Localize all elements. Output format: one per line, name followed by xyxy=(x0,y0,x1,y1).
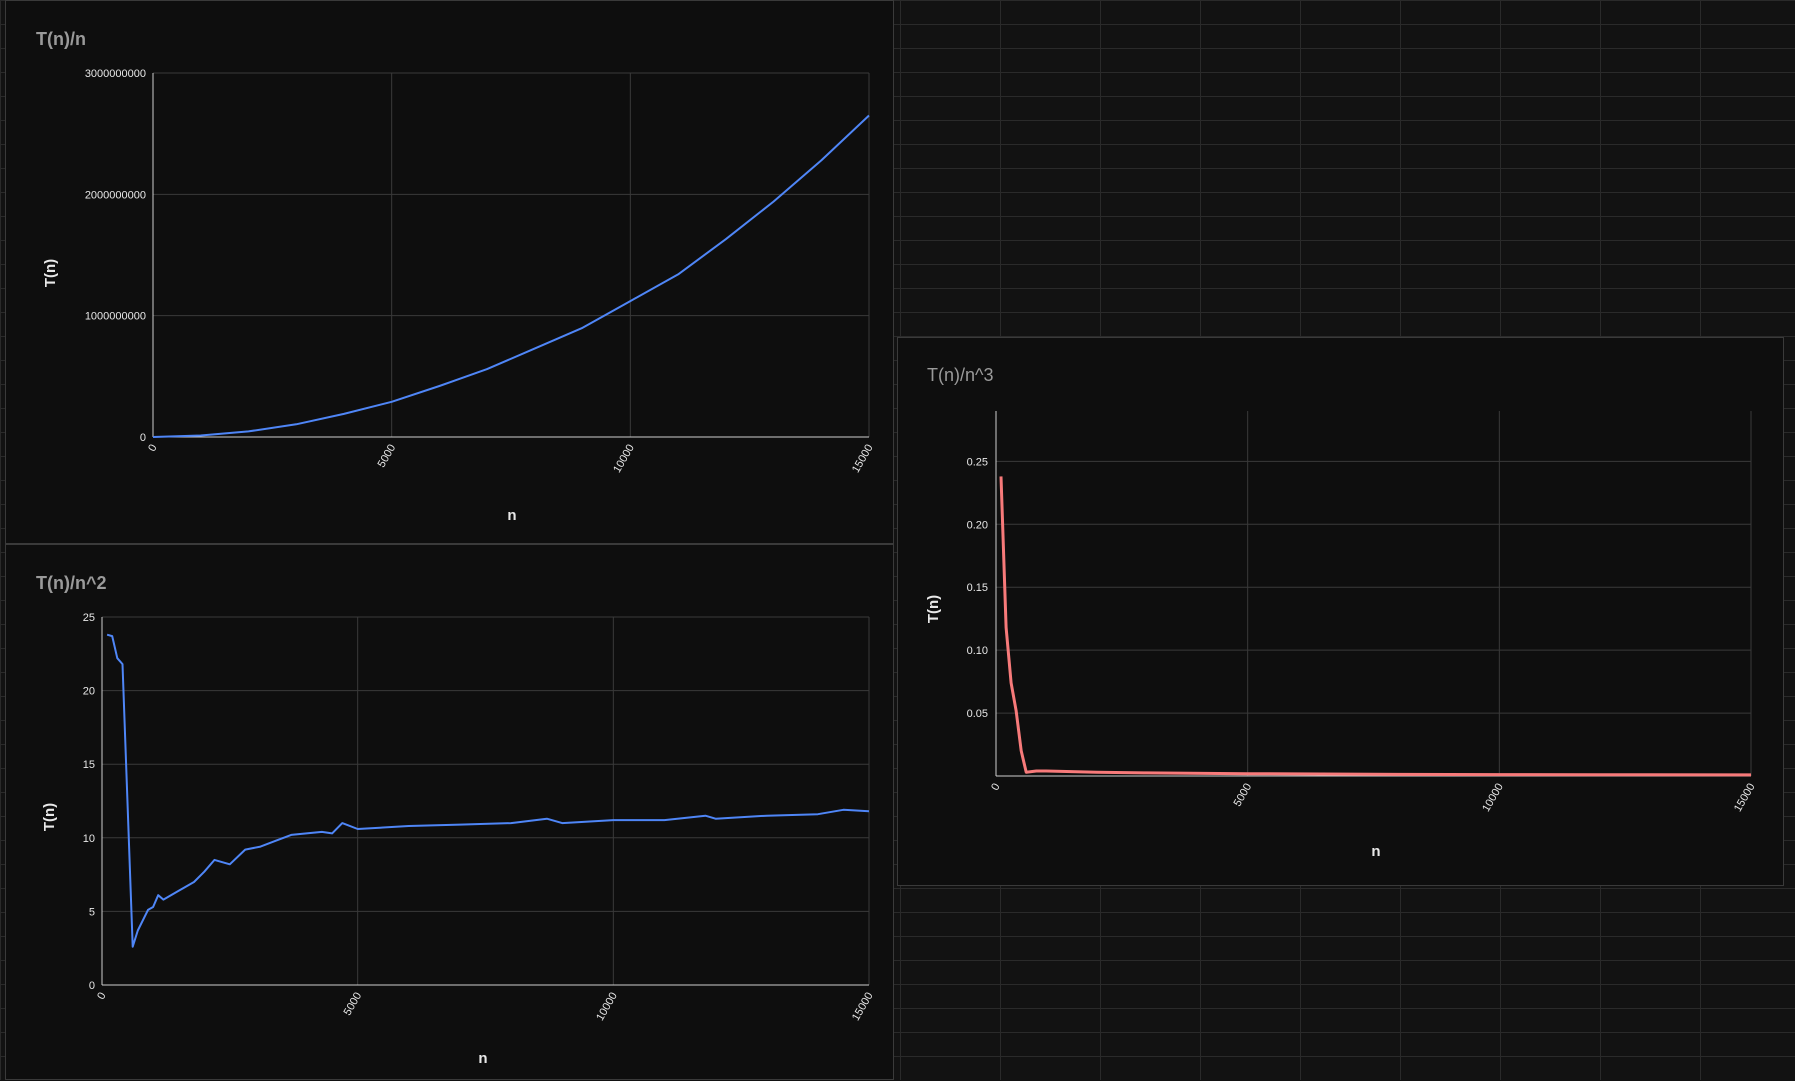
series-line xyxy=(107,635,869,947)
y-tick-label: 15 xyxy=(83,759,95,771)
y-axis-label: T(n) xyxy=(42,259,59,287)
x-tick-label: 10000 xyxy=(611,443,637,475)
x-tick-label: 0 xyxy=(95,991,108,1002)
x-tick-label: 15000 xyxy=(850,991,876,1023)
chart-title: T(n)/n xyxy=(36,29,86,49)
x-tick-label: 0 xyxy=(989,782,1002,793)
x-axis-label: n xyxy=(507,507,516,524)
chart-panel-t-n-over-n[interactable]: T(n)/n n T(n) 0 5000 10000 15000 0 1000000000… xyxy=(5,0,894,544)
x-tick-label: 15000 xyxy=(850,443,876,475)
y-tick-label: 20 xyxy=(83,686,95,698)
y-tick-label: 0 xyxy=(140,432,146,444)
y-tick-label: 0.05 xyxy=(967,708,988,720)
x-axis-label: n xyxy=(478,1050,487,1067)
series-line xyxy=(1001,476,1751,775)
y-tick-label: 3000000000 xyxy=(85,68,146,80)
y-tick-label: 25 xyxy=(83,612,95,624)
y-axis-label: T(n) xyxy=(925,595,942,623)
chart-panel-t-n-over-n3[interactable]: T(n)/n^3 n T(n) 0 5000 10000 15000 0.05 0.10 0… xyxy=(897,337,1784,886)
chart-svg-t-n-over-n3: T(n)/n^3 n T(n) 0 5000 10000 15000 0.05 0.10 0… xyxy=(898,338,1785,887)
y-tick-label: 0 xyxy=(89,980,95,992)
y-tick-label: 0.15 xyxy=(967,582,988,594)
x-tick-label: 5000 xyxy=(376,443,399,470)
y-axis-label: T(n) xyxy=(41,803,58,831)
x-tick-label: 10000 xyxy=(594,991,620,1023)
series-line xyxy=(153,116,869,438)
y-tick-label: 5 xyxy=(89,906,95,918)
chart-title: T(n)/n^3 xyxy=(927,365,993,385)
y-tick-label: 10 xyxy=(83,833,95,845)
x-tick-label: 15000 xyxy=(1732,782,1758,814)
chart-title: T(n)/n^2 xyxy=(36,573,107,593)
x-tick-label: 5000 xyxy=(342,991,365,1018)
y-tick-label: 1000000000 xyxy=(85,311,146,323)
y-tick-label: 0.10 xyxy=(967,645,988,657)
chart-svg-t-n-over-n: T(n)/n n T(n) 0 5000 10000 15000 0 1000000000… xyxy=(6,1,895,545)
x-tick-label: 0 xyxy=(146,443,159,454)
chart-panel-t-n-over-n2[interactable]: T(n)/n^2 n T(n) 0 5000 10000 15000 0 5 10 15 20 2… xyxy=(5,544,894,1080)
y-tick-label: 0.20 xyxy=(967,519,988,531)
x-axis-label: n xyxy=(1371,843,1380,860)
y-tick-label: 2000000000 xyxy=(85,189,146,201)
chart-svg-t-n-over-n2: T(n)/n^2 n T(n) 0 5000 10000 15000 0 5 10 15 20 2… xyxy=(6,545,895,1081)
x-tick-label: 10000 xyxy=(1480,782,1506,814)
x-tick-label: 5000 xyxy=(1232,782,1255,809)
y-tick-label: 0.25 xyxy=(967,456,988,468)
